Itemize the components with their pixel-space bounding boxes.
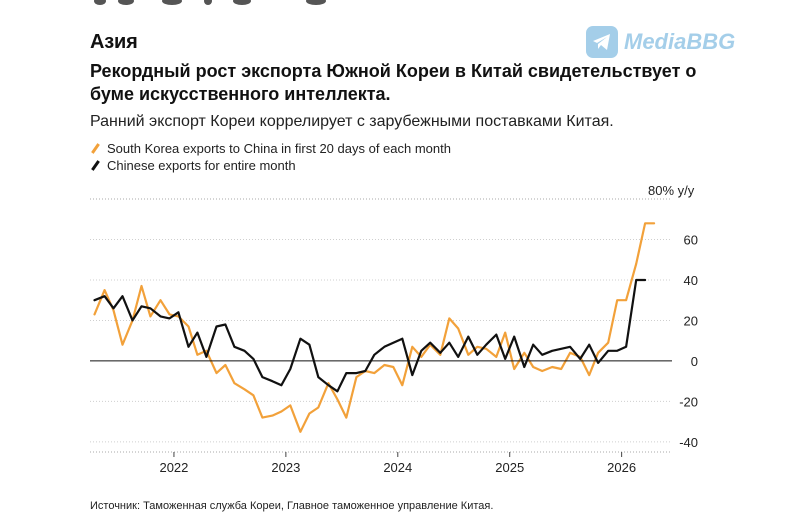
mediabbg-watermark: MediaBBG: [586, 26, 735, 58]
y-tick-label: 20: [684, 313, 698, 328]
y-tick-label: -20: [679, 394, 698, 409]
watermark-text: MediaBBG: [624, 29, 736, 54]
series-line-china: [93, 278, 647, 393]
y-tick-label: 0: [691, 354, 698, 369]
legend-item-korea: South Korea exports to China in first 20…: [90, 140, 451, 157]
y-axis-unit-label: 80% y/y: [648, 183, 695, 198]
x-tick-label: 2024: [383, 460, 412, 475]
headline: Рекордный рост экспорта Южной Кореи в Ки…: [90, 61, 697, 104]
subtitle: Ранний экспорт Кореи коррелирует с заруб…: [90, 113, 614, 130]
x-tick-label: 2025: [495, 460, 524, 475]
x-tick-label: 2026: [607, 460, 636, 475]
legend-label-korea: South Korea exports to China in first 20…: [107, 141, 451, 156]
legend: South Korea exports to China in first 20…: [90, 140, 451, 174]
legend-item-china: Chinese exports for entire month: [90, 157, 451, 174]
section-label: Азия: [90, 31, 138, 53]
series-line-korea: [93, 222, 656, 433]
telegram-icon: [586, 26, 618, 58]
legend-label-china: Chinese exports for entire month: [107, 158, 296, 173]
x-tick-label: 2022: [159, 460, 188, 475]
y-tick-label: 40: [684, 273, 698, 288]
source-note: Источник: Таможенная служба Кореи, Главн…: [90, 500, 494, 512]
cropped-top-text-fragment: [80, 0, 350, 5]
x-tick-label: 2023: [271, 460, 300, 475]
y-tick-label: 60: [684, 232, 698, 247]
y-tick-label: -40: [679, 435, 698, 450]
